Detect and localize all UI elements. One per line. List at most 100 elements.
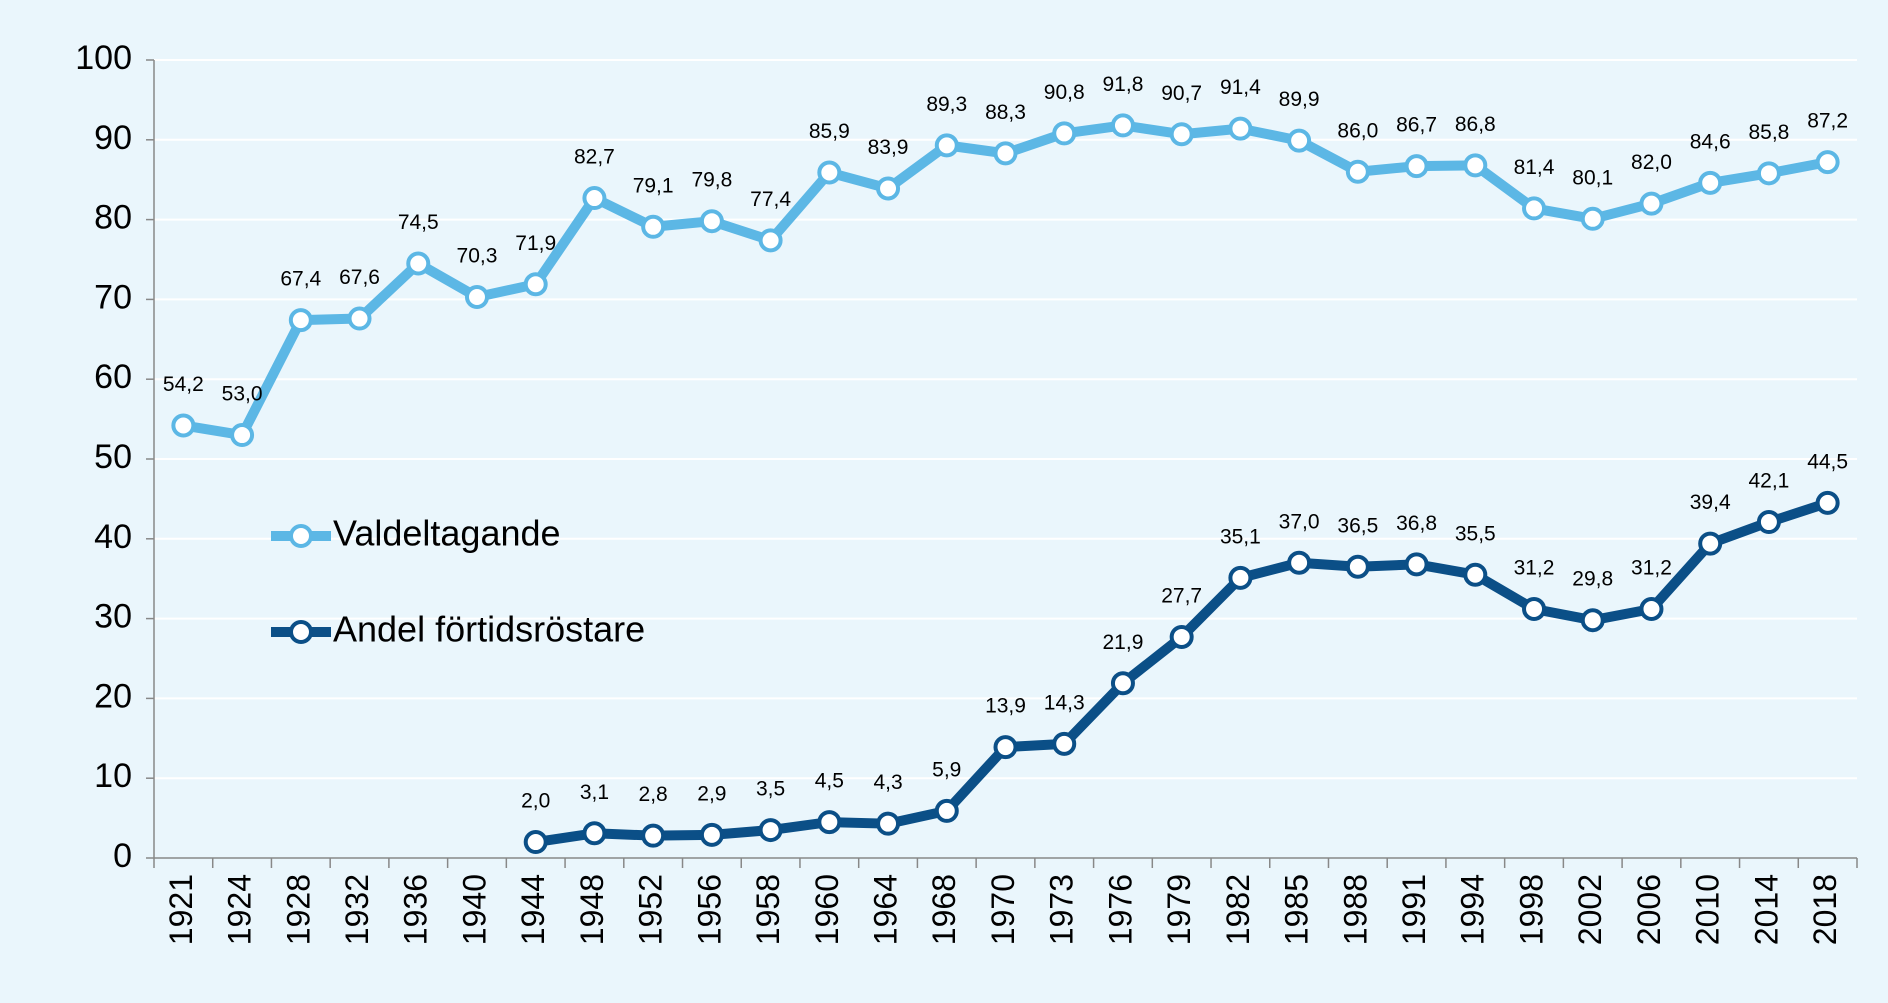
data-label: 81,4 xyxy=(1514,156,1555,179)
point xyxy=(582,186,607,211)
data-label: 86,8 xyxy=(1455,113,1496,136)
point xyxy=(934,133,959,158)
point xyxy=(582,821,607,846)
data-label: 67,6 xyxy=(339,266,380,289)
legend-marker xyxy=(289,620,313,644)
data-label: 87,2 xyxy=(1807,110,1848,133)
data-label: 79,1 xyxy=(633,174,674,197)
data-label: 79,8 xyxy=(691,169,732,192)
data-label: 54,2 xyxy=(163,373,204,396)
data-label: 3,1 xyxy=(580,781,609,804)
x-tick-label: 1924 xyxy=(222,874,258,945)
point xyxy=(699,822,724,847)
data-label: 39,4 xyxy=(1690,491,1731,514)
point xyxy=(876,811,901,836)
data-label: 85,8 xyxy=(1748,121,1789,144)
point xyxy=(1228,116,1253,141)
data-label: 35,1 xyxy=(1220,525,1261,548)
x-tick-label: 2018 xyxy=(1807,874,1843,945)
point xyxy=(464,285,489,310)
legend-marker xyxy=(289,524,313,548)
x-tick-label: 1952 xyxy=(633,874,669,945)
y-tick-label: 20 xyxy=(94,677,132,715)
data-label: 13,9 xyxy=(985,695,1026,718)
data-label: 88,3 xyxy=(985,101,1026,124)
data-label: 44,5 xyxy=(1807,450,1848,473)
data-label: 86,0 xyxy=(1337,119,1378,142)
y-tick-label: 10 xyxy=(94,757,132,795)
x-tick-label: 1960 xyxy=(809,874,845,945)
data-label: 4,5 xyxy=(815,770,844,793)
data-label: 31,2 xyxy=(1514,557,1555,580)
point xyxy=(523,272,548,297)
point xyxy=(1345,554,1370,579)
y-tick-label: 0 xyxy=(113,837,132,875)
point xyxy=(641,214,666,239)
point xyxy=(1698,170,1723,195)
data-label: 29,8 xyxy=(1572,568,1613,591)
point xyxy=(1052,121,1077,146)
point xyxy=(1345,159,1370,184)
point xyxy=(1404,154,1429,179)
point xyxy=(1110,671,1135,696)
x-tick-label: 1979 xyxy=(1161,874,1197,945)
data-label: 70,3 xyxy=(457,245,498,268)
point xyxy=(1756,161,1781,186)
point xyxy=(1815,490,1840,515)
point xyxy=(1110,113,1135,138)
y-tick-label: 40 xyxy=(94,518,132,556)
legend-label: Andel förtidsröstare xyxy=(333,609,645,650)
point xyxy=(1756,510,1781,535)
data-label: 85,9 xyxy=(809,120,850,143)
x-tick-label: 1985 xyxy=(1279,874,1315,945)
point xyxy=(1228,565,1253,590)
data-label: 4,3 xyxy=(873,771,902,794)
data-label: 2,0 xyxy=(521,790,550,813)
data-label: 71,9 xyxy=(515,232,556,255)
y-tick-label: 30 xyxy=(94,598,132,636)
point xyxy=(1580,206,1605,231)
x-tick-label: 1970 xyxy=(985,874,1021,945)
point xyxy=(758,228,783,253)
point xyxy=(1639,597,1664,622)
data-label: 77,4 xyxy=(750,188,791,211)
x-tick-label: 1988 xyxy=(1337,874,1373,945)
point xyxy=(699,209,724,234)
legend-label: Valdeltagande xyxy=(333,513,561,554)
point xyxy=(1404,552,1429,577)
x-tick-label: 1973 xyxy=(1044,874,1080,945)
x-tick-label: 1936 xyxy=(398,874,434,945)
data-label: 82,0 xyxy=(1631,151,1672,174)
y-tick-label: 90 xyxy=(94,119,132,157)
point xyxy=(230,423,255,448)
data-label: 42,1 xyxy=(1748,470,1789,493)
data-label: 86,7 xyxy=(1396,114,1437,137)
data-label: 67,4 xyxy=(280,268,321,291)
point xyxy=(1287,128,1312,153)
data-label: 82,7 xyxy=(574,146,615,169)
point xyxy=(1522,196,1547,221)
x-tick-label: 2010 xyxy=(1690,874,1726,945)
point xyxy=(993,735,1018,760)
data-label: 2,9 xyxy=(697,782,726,805)
point xyxy=(171,413,196,438)
point xyxy=(1698,531,1723,556)
x-tick-label: 1948 xyxy=(574,874,610,945)
data-label: 80,1 xyxy=(1572,166,1613,189)
data-label: 27,7 xyxy=(1161,585,1202,608)
data-label: 3,5 xyxy=(756,778,785,801)
x-tick-label: 1928 xyxy=(280,874,316,945)
data-label: 90,8 xyxy=(1044,81,1085,104)
point xyxy=(1639,191,1664,216)
y-tick-label: 80 xyxy=(94,199,132,237)
x-tick-label: 1940 xyxy=(456,874,492,945)
point xyxy=(641,823,666,848)
data-label: 53,0 xyxy=(222,383,263,406)
data-label: 2,8 xyxy=(639,783,668,806)
point xyxy=(1463,153,1488,178)
point xyxy=(1169,122,1194,147)
x-tick-label: 1976 xyxy=(1102,874,1138,945)
point xyxy=(1522,597,1547,622)
